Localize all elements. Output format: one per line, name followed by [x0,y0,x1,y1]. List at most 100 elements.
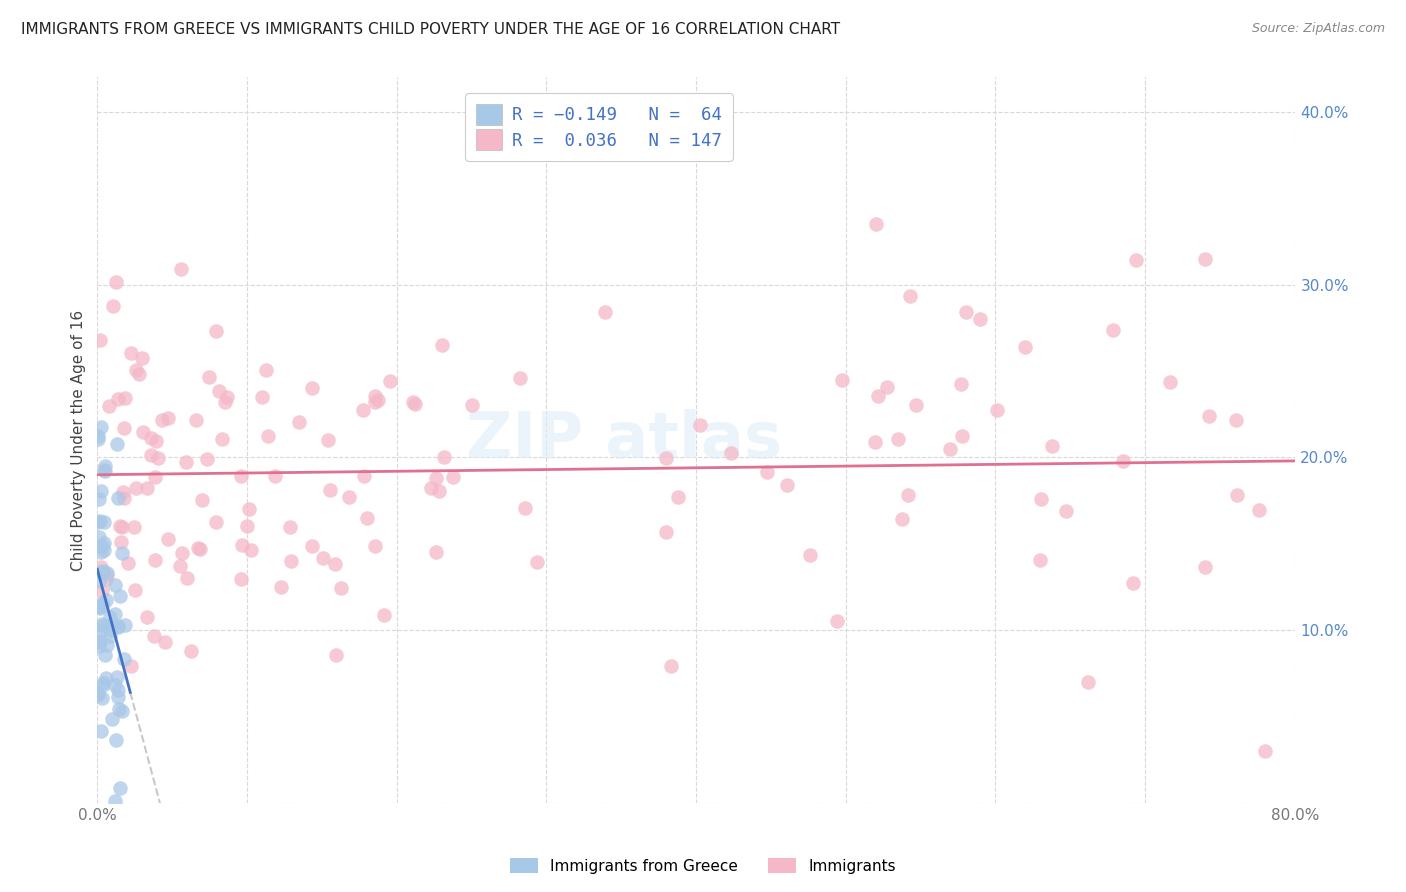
Point [94,648,117,663]
Point [363,395,385,409]
Legend: R = −0.149   N =  64, R =  0.036   N = 147: R = −0.149 N = 64, R = 0.036 N = 147 [465,94,733,161]
Point [89,634,111,648]
Point [1031,491,1053,506]
Point [93,515,115,529]
Y-axis label: Child Poverty Under the Age of 16: Child Poverty Under the Age of 16 [72,310,86,571]
Point [107,491,129,505]
Point [198,370,221,384]
Point [513,501,536,516]
Point [111,520,134,534]
Point [950,428,973,442]
Point [125,482,148,496]
Point [280,554,302,568]
Point [1159,375,1181,389]
Point [329,582,352,596]
Point [91,690,114,705]
Point [87,432,110,446]
Point [89,635,111,649]
Point [655,451,678,466]
Text: ZIP atlas: ZIP atlas [467,409,782,471]
Point [104,794,127,808]
Point [90,596,112,610]
Point [593,305,616,319]
Point [143,469,166,483]
Point [107,690,129,704]
Point [87,530,110,544]
Point [1014,340,1036,354]
Text: IMMIGRANTS FROM GREECE VS IMMIGRANTS CHILD POVERTY UNDER THE AGE OF 16 CORRELATI: IMMIGRANTS FROM GREECE VS IMMIGRANTS CHI… [21,22,841,37]
Point [263,468,285,483]
Point [214,395,236,409]
Point [1225,413,1247,427]
Point [254,363,277,377]
Point [105,670,128,684]
Point [125,363,148,377]
Point [87,688,110,702]
Point [90,484,112,499]
Point [96,638,118,652]
Point [98,628,121,642]
Point [655,524,678,539]
Point [364,389,387,403]
Point [107,392,129,406]
Point [90,560,112,574]
Point [188,541,211,556]
Point [938,442,960,456]
Point [666,490,689,504]
Point [1122,575,1144,590]
Point [139,448,162,462]
Point [897,488,920,502]
Point [1194,252,1216,266]
Point [430,338,453,352]
Point [325,648,347,662]
Point [135,481,157,495]
Point [288,416,311,430]
Point [96,593,118,607]
Point [108,702,131,716]
Legend: Immigrants from Greece, Immigrants: Immigrants from Greece, Immigrants [505,852,901,880]
Point [433,450,456,465]
Text: Source: ZipAtlas.com: Source: ZipAtlas.com [1251,22,1385,36]
Point [950,377,973,392]
Point [90,583,112,598]
Point [195,451,218,466]
Point [205,325,228,339]
Point [111,704,134,718]
Point [170,261,193,276]
Point [94,572,117,586]
Point [1112,453,1135,467]
Point [90,724,112,739]
Point [110,535,132,549]
Point [96,568,118,582]
Point [98,624,121,638]
Point [461,398,484,412]
Point [316,433,339,447]
Point [659,659,682,673]
Point [256,429,278,443]
Point [120,659,142,673]
Point [93,564,115,578]
Point [1028,553,1050,567]
Point [89,514,111,528]
Point [104,276,127,290]
Point [96,671,118,685]
Point [97,400,120,414]
Point [720,446,742,460]
Point [93,536,115,550]
Point [89,624,111,639]
Point [373,607,395,622]
Point [87,574,110,589]
Point [87,516,110,530]
Point [87,640,110,654]
Point [863,434,886,449]
Point [87,492,110,507]
Point [111,546,134,560]
Point [132,425,155,440]
Point [1101,323,1123,337]
Point [427,484,450,499]
Point [301,539,323,553]
Point [229,572,252,586]
Point [145,434,167,448]
Point [131,351,153,365]
Point [89,566,111,580]
